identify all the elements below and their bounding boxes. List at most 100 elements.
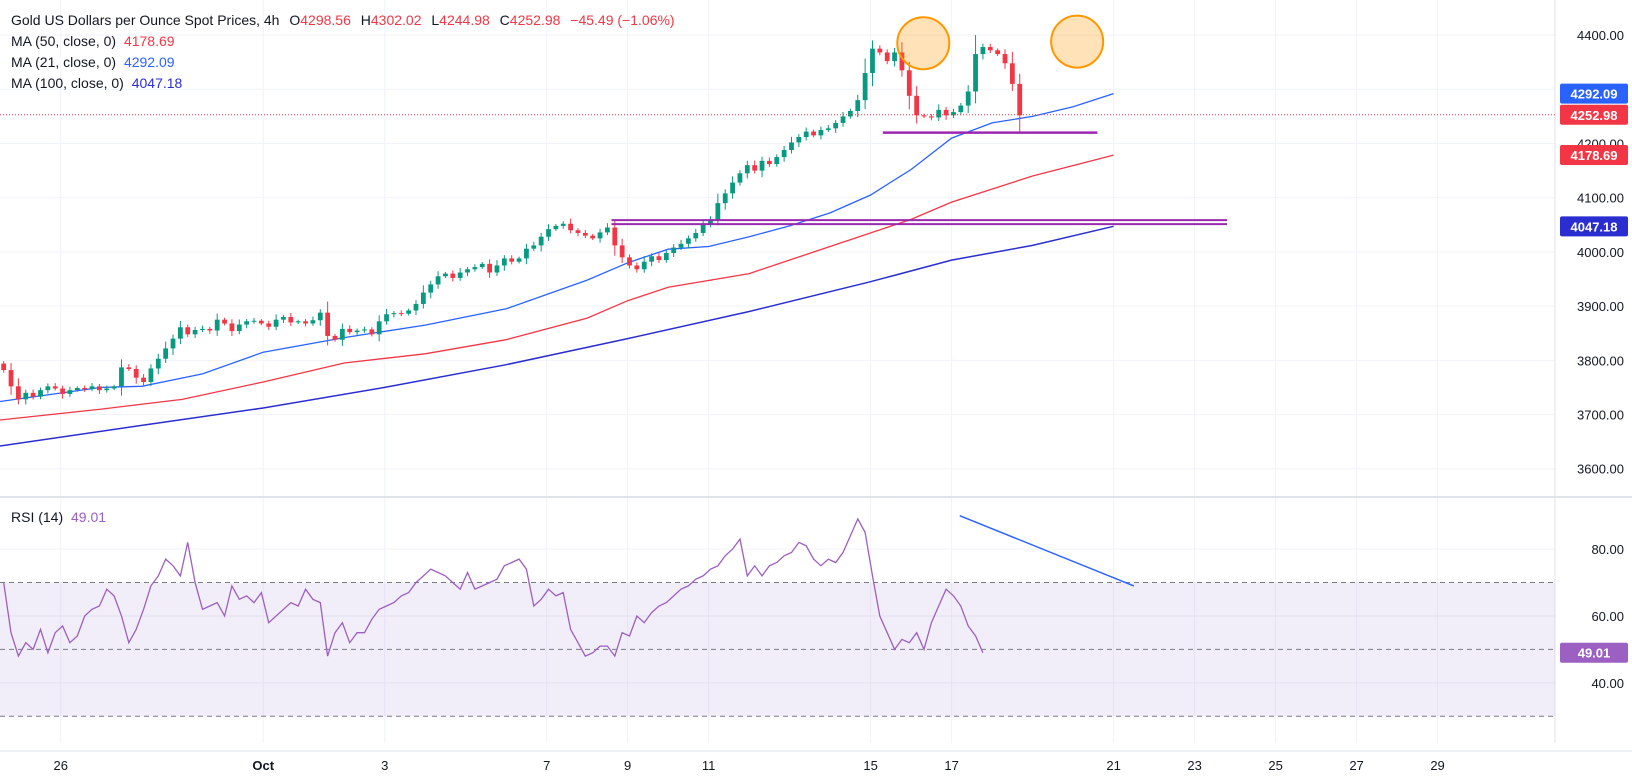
candle-body [89, 386, 95, 390]
candle-body [862, 73, 868, 101]
candle-body [406, 310, 412, 314]
candle-body [501, 258, 507, 266]
price-tag-label: 4047.18 [1571, 219, 1618, 234]
price-tag-bg [1560, 104, 1628, 125]
ma21-legend: MA (21, close, 0) 4292.09 [11, 52, 675, 73]
candle-body [155, 358, 161, 369]
rsi-tick-label: 60.00 [1591, 609, 1624, 624]
candle-body [126, 367, 132, 370]
low-value: 4244.98 [439, 12, 490, 28]
candle-body [325, 312, 331, 336]
candle-body [730, 182, 735, 194]
ma100-label: MA (100, close, 0) [11, 75, 124, 91]
price-tick-label: 3700.00 [1577, 408, 1624, 423]
close-value: 4252.98 [509, 12, 561, 28]
candle-body [693, 232, 699, 239]
candle-body [420, 292, 426, 304]
ma50-value: 4178.69 [123, 33, 175, 49]
price-tag-bg [1560, 216, 1628, 237]
candle-body [479, 263, 485, 268]
price-tag-bg [1560, 83, 1628, 104]
candle-body [487, 263, 493, 273]
candle-body [921, 115, 927, 117]
candle-body [362, 329, 367, 331]
candle-body [472, 267, 478, 270]
candle-body [133, 369, 139, 378]
candle-body [759, 160, 765, 171]
candle-body [413, 303, 419, 311]
candle-body [170, 338, 176, 349]
candle-body [980, 47, 986, 55]
candle-body [781, 150, 787, 158]
time-tick-label: 21 [1106, 758, 1120, 773]
candle-body [789, 142, 794, 151]
candle-body [811, 131, 816, 136]
candle-body [906, 70, 912, 96]
candle-body [119, 367, 124, 387]
candle-body [612, 227, 618, 246]
candle-body [752, 165, 758, 171]
time-tick-label: 27 [1349, 758, 1363, 773]
candle-body [1009, 63, 1015, 84]
candle-body [825, 128, 831, 130]
candle-body [251, 320, 257, 322]
rsi-value: 49.01 [71, 509, 107, 525]
candle-body [708, 219, 713, 224]
candle-body [1, 363, 7, 371]
candle-body [97, 386, 102, 391]
candle-body [700, 223, 706, 233]
candle-body [928, 116, 934, 118]
candle-body [627, 257, 632, 266]
ma100-legend: MA (100, close, 0) 4047.18 [11, 73, 675, 94]
candle-body [575, 230, 581, 233]
candle-body [973, 54, 978, 92]
candle-body [892, 52, 897, 62]
candle-body [192, 329, 198, 335]
rsi-line [3, 517, 984, 658]
candle-body [428, 284, 434, 293]
price-tag-label: 4252.98 [1571, 108, 1618, 123]
ma100-value: 4047.18 [131, 75, 183, 91]
candle-body [67, 390, 73, 394]
candle-body [310, 320, 316, 324]
candle-body [715, 203, 721, 220]
symbol-title: Gold US Dollars per Ounce Spot Prices, 4… [11, 12, 280, 28]
candle-body [347, 328, 353, 333]
candle-body [767, 160, 772, 165]
peak-circle-2 [1050, 14, 1105, 69]
candle-body [443, 273, 448, 277]
candle-body [82, 387, 88, 390]
candle-body [465, 269, 470, 273]
peak-circle-1 [896, 16, 951, 71]
ma21-value: 4292.09 [123, 54, 175, 70]
candle-body [597, 232, 603, 239]
candle-body [288, 316, 294, 323]
candle-body [1002, 54, 1008, 64]
candle-body [641, 261, 647, 270]
candle-body [273, 319, 279, 327]
ma100-line [0, 225, 1114, 447]
candle-body [266, 323, 272, 327]
candle-body [258, 320, 264, 324]
candle-body [582, 232, 588, 236]
open-value: 4298.56 [300, 12, 351, 28]
rsi-tag-label: 49.01 [1578, 646, 1611, 661]
candle-body [855, 100, 861, 111]
candle-body [722, 193, 728, 204]
candle-body [281, 316, 286, 320]
candle-body [818, 129, 824, 136]
candle-body [384, 314, 389, 322]
candle-body [45, 386, 51, 391]
candle-body [185, 327, 191, 335]
candle-body [619, 245, 625, 258]
price-tag-label: 4178.69 [1571, 148, 1618, 163]
candle-body [877, 48, 883, 53]
candle-body [200, 328, 205, 330]
candle-body [803, 131, 809, 138]
candle-body [494, 265, 500, 273]
candle-body [391, 313, 397, 315]
candle-body [369, 329, 375, 335]
change-value: −45.49 (−1.06%) [570, 12, 675, 28]
rsi-label: RSI (14) [11, 509, 64, 525]
